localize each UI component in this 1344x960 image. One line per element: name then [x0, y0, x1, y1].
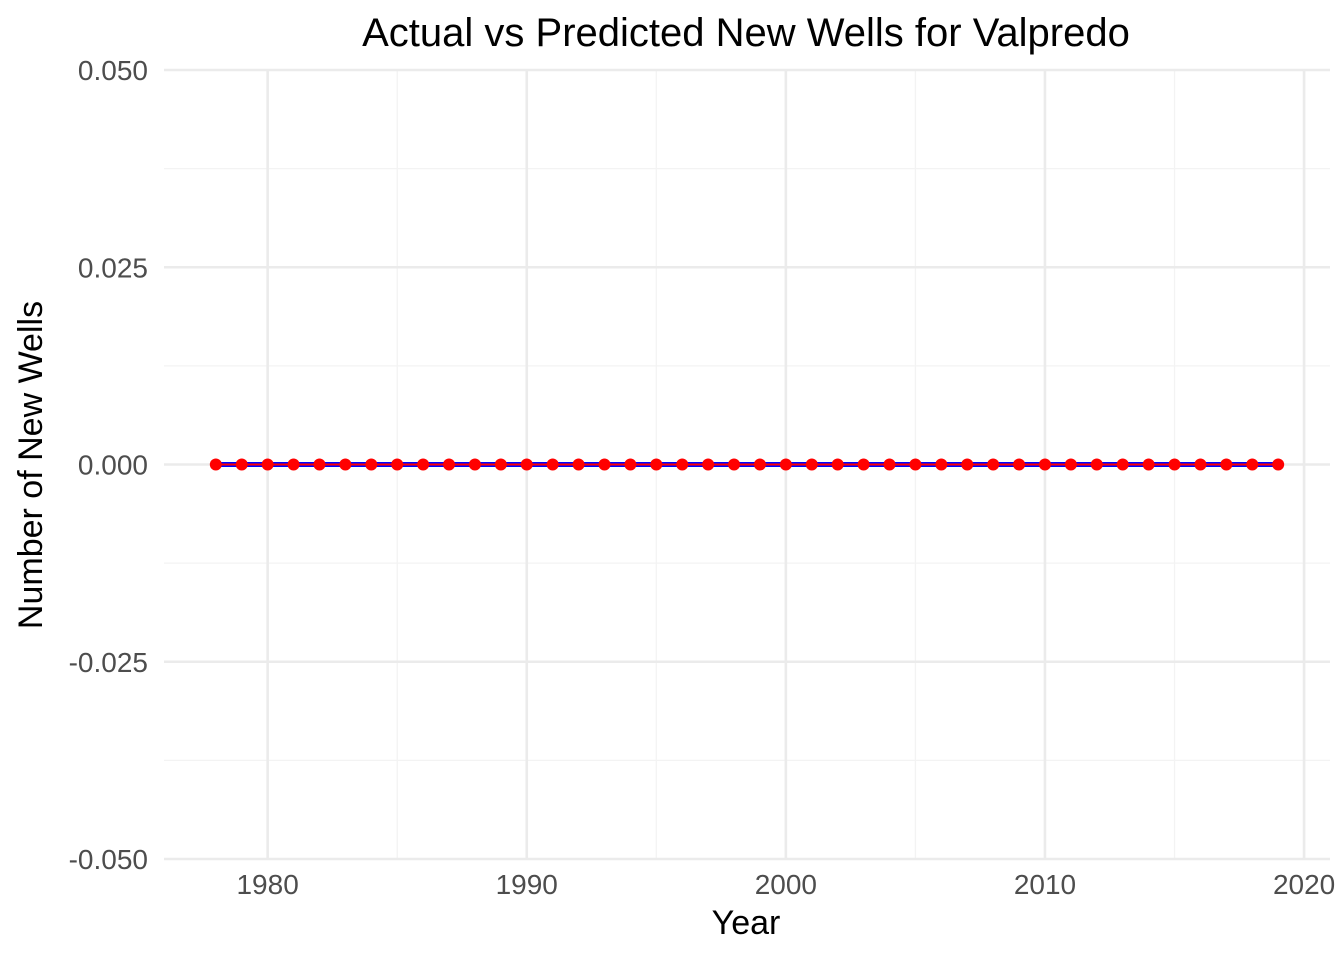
series-2-point [831, 458, 844, 471]
series-2-point [805, 458, 818, 471]
series-2-point [209, 458, 222, 471]
series-2-point [728, 458, 741, 471]
x-tick-labels: 1980 1990 2000 2010 2020 [236, 869, 1335, 900]
series-2-point [702, 458, 715, 471]
y-tick-label: 0.050 [78, 55, 148, 86]
series-2-point [1246, 458, 1259, 471]
series-2-point [443, 458, 456, 471]
series-2-point [391, 458, 404, 471]
series-2-point [935, 458, 948, 471]
series-2-point [883, 458, 896, 471]
series-layer [209, 458, 1285, 471]
series-2-point [598, 458, 611, 471]
series-2-point [624, 458, 637, 471]
y-tick-label: 0.000 [78, 450, 148, 481]
series-2-point [779, 458, 792, 471]
series-2-point [909, 458, 922, 471]
series-2-point [494, 458, 507, 471]
series-2-point [1038, 458, 1051, 471]
y-tick-label: -0.050 [69, 844, 148, 875]
series-2-point [417, 458, 430, 471]
series-2-point [1013, 458, 1026, 471]
series-2-point [676, 458, 689, 471]
x-tick-label: 1980 [236, 869, 298, 900]
series-2-point [961, 458, 974, 471]
x-tick-label: 2010 [1014, 869, 1076, 900]
y-tick-label: -0.025 [69, 647, 148, 678]
series-2-point [650, 458, 663, 471]
series-2-point [1168, 458, 1181, 471]
series-2-point [753, 458, 766, 471]
x-axis-title: Year [712, 904, 781, 942]
series-2-point [1142, 458, 1155, 471]
series-2-point [261, 458, 274, 471]
series-2-point [1064, 458, 1077, 471]
series-2-point [339, 458, 352, 471]
series-2-point [1194, 458, 1207, 471]
series-2-point [1090, 458, 1103, 471]
x-tick-label: 2000 [755, 869, 817, 900]
series-2-point [1272, 458, 1285, 471]
series-2-point [287, 458, 300, 471]
series-2-point [365, 458, 378, 471]
series-2-point [572, 458, 585, 471]
y-tick-label: 0.025 [78, 252, 148, 283]
series-2-point [1220, 458, 1233, 471]
series-2-point [857, 458, 870, 471]
y-tick-labels: -0.050 -0.025 0.000 0.025 0.050 [69, 55, 148, 875]
series-2-point [1116, 458, 1129, 471]
series-2-point [987, 458, 1000, 471]
x-tick-label: 1990 [496, 869, 558, 900]
x-tick-label: 2020 [1273, 869, 1335, 900]
series-2-point [235, 458, 248, 471]
series-2-point [468, 458, 481, 471]
y-axis-title: Number of New Wells [12, 301, 50, 629]
series-2-point [546, 458, 559, 471]
series-2-point [520, 458, 533, 471]
chart-title: Actual vs Predicted New Wells for Valpre… [362, 11, 1130, 55]
series-2-point [313, 458, 326, 471]
